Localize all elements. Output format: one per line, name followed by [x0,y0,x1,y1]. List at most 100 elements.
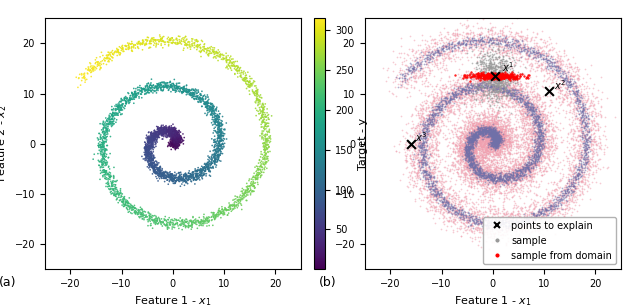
Point [159,173,169,178]
Point [259,107,269,112]
Point [190,168,200,173]
Point [445,87,456,92]
Point [177,90,188,95]
Point [152,167,162,172]
Point [499,135,509,140]
Point [208,159,218,164]
Point [495,149,506,154]
Point [492,75,502,80]
Point [476,91,486,96]
Point [493,135,503,140]
Point [122,206,132,211]
Point [483,91,493,95]
Point [196,173,207,177]
Point [144,216,154,221]
Point [486,171,497,176]
Point [479,136,489,141]
Point [143,153,153,158]
Point [189,94,199,99]
Point [483,120,493,125]
Point [173,143,183,148]
Point [484,120,494,125]
Point [198,173,208,178]
Point [506,173,516,178]
Point [592,122,602,127]
Point [575,171,586,176]
Point [509,62,520,67]
Point [468,88,478,92]
Point [410,165,420,170]
Point [580,109,590,114]
Point [426,118,436,123]
Point [443,200,453,205]
Point [567,88,577,92]
Point [225,65,236,70]
Point [472,168,483,173]
Point [542,42,552,47]
Point [517,190,527,195]
Point [493,74,504,79]
Point [209,148,219,153]
Point [175,89,185,94]
Point [417,108,428,113]
Point [478,136,488,140]
Point [204,219,214,224]
Point [446,108,456,113]
Point [412,62,422,67]
Point [522,44,532,49]
Point [169,134,179,139]
Point [474,121,484,126]
Point [497,146,508,151]
Point [543,144,554,148]
Point [477,166,487,171]
Point [168,81,179,86]
Point [499,177,509,182]
Point [264,144,274,149]
Point [100,163,110,168]
Point [520,167,531,172]
Point [170,140,180,144]
Point [515,45,525,50]
Point [554,193,564,198]
Point [574,175,584,180]
Point [404,89,414,94]
Point [466,89,476,94]
Point [474,164,484,169]
Point [478,130,488,135]
Point [484,153,495,158]
Point [448,193,458,198]
Point [484,121,495,125]
Point [488,132,499,137]
Point [142,134,152,139]
Point [526,156,536,161]
Point [506,93,516,98]
Point [179,84,189,89]
Point [410,58,420,62]
Point [524,145,534,150]
Point [502,45,513,50]
Point [486,89,496,94]
Point [461,42,472,47]
Point [431,107,441,112]
Point [480,130,490,135]
Point [476,123,486,128]
Point [469,209,479,214]
Point [257,114,267,118]
Point [521,175,531,180]
Point [449,95,460,100]
Point [496,177,506,181]
Point [526,44,536,49]
Point [108,113,118,118]
Point [580,161,591,166]
Point [183,91,193,96]
Point [145,86,156,91]
Point [467,135,477,140]
Point [425,175,435,180]
Point [173,136,184,141]
Point [435,115,445,120]
Point [477,70,487,75]
Point [529,148,539,153]
Point [433,104,443,109]
Point [454,147,464,151]
Point [168,126,178,131]
